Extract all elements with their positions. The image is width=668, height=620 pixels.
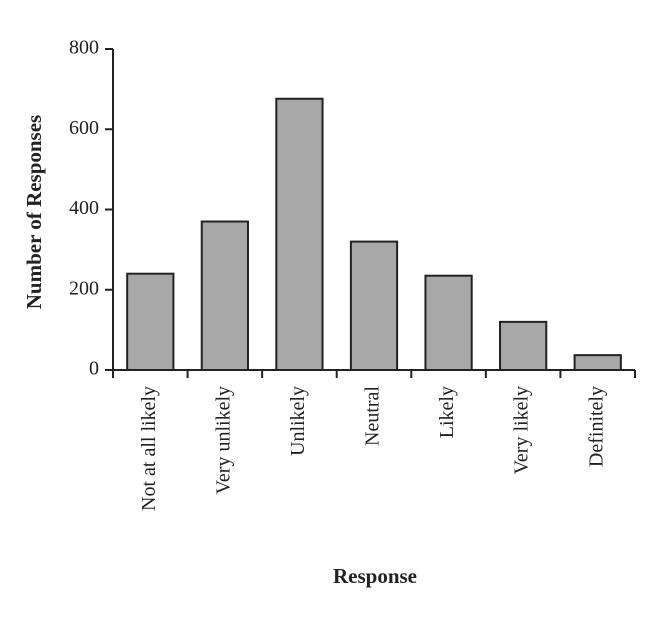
y-tick-label: 0 [89,358,99,380]
bar [349,240,399,371]
y-tick-label: 600 [69,117,99,139]
x-tick-label: Likely [436,386,458,438]
bar [573,354,622,371]
y-tick-label: 400 [69,197,99,219]
bar [275,97,324,371]
y-axis-title: Number of Responses [22,115,46,309]
x-axis-title: Response [333,564,417,588]
bar [424,274,473,371]
x-tick-label: Unlikely [287,386,309,456]
bar [499,320,548,372]
x-tick-label: Very unlikely [212,386,234,494]
x-tick-label: Definitely [585,386,607,467]
y-tick-label: 800 [69,37,99,59]
bar [200,220,249,371]
x-tick-label: Very likely [511,386,533,474]
y-tick-label: 200 [69,277,99,299]
x-tick-label: Neutral [362,386,384,446]
x-tick-label: Not at all likely [138,386,160,511]
bar [126,272,175,372]
